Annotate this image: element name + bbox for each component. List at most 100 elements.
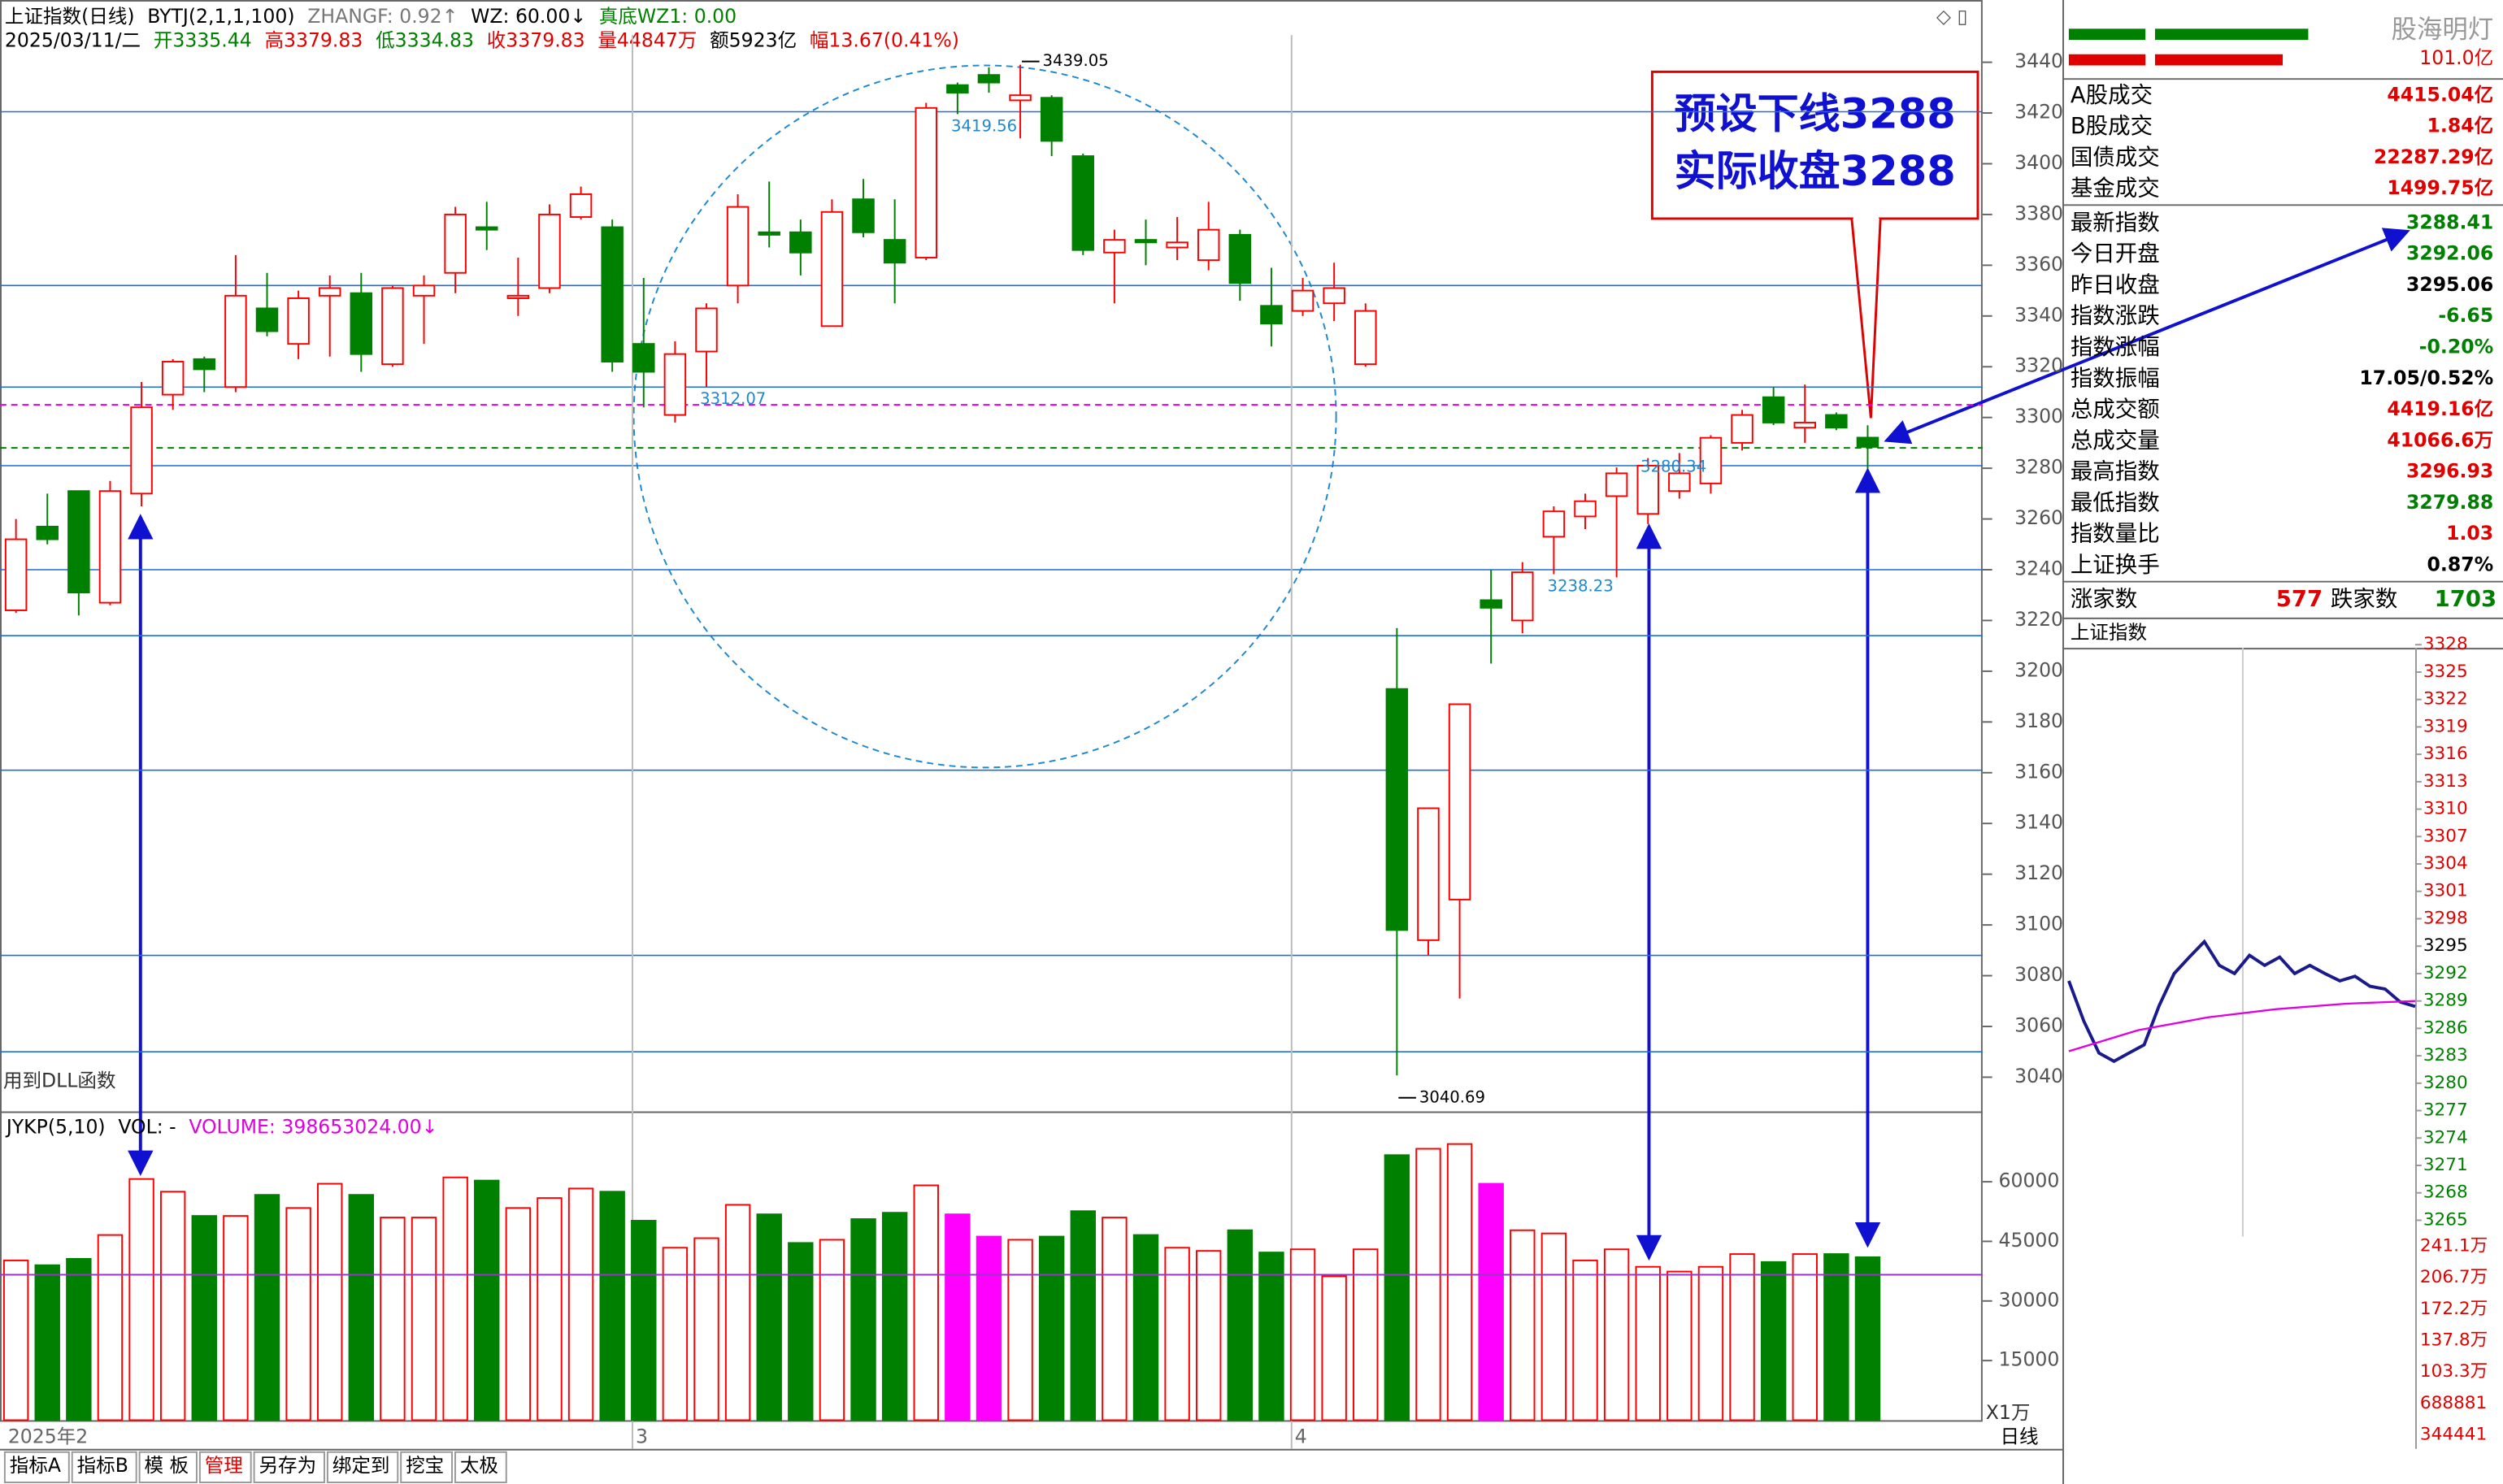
volume-bar: [1854, 1256, 1881, 1421]
breadth-label: 涨家数: [2071, 586, 2137, 612]
tab-frame[interactable]: [326, 1451, 399, 1484]
period-label[interactable]: 日线: [2000, 1425, 2038, 1448]
bar-decor: [2068, 54, 2146, 66]
mini-volume-label: 241.1万: [2420, 1235, 2488, 1256]
candle-body: [852, 198, 875, 233]
candle-body: [1385, 688, 1409, 931]
window-icon[interactable]: ◇ ▯: [1936, 5, 1968, 28]
y-tick-label: 3340: [2014, 303, 2063, 326]
volume-bar: [1132, 1234, 1159, 1421]
volume-bar: [1384, 1154, 1410, 1421]
candle-body: [538, 213, 561, 289]
candle-body: [1197, 228, 1220, 262]
volume-bar: [1258, 1252, 1284, 1421]
candle-body: [789, 231, 812, 254]
volume-bar: [1823, 1253, 1849, 1421]
volume-bar: [285, 1207, 311, 1421]
volume-bar: [1227, 1229, 1254, 1421]
row-value: 1499.75亿: [2387, 176, 2493, 199]
volume-bar: [756, 1213, 782, 1421]
mini-tick-label: 3298: [2423, 908, 2468, 928]
volume-title: VOLUME: 398653024.00↓: [189, 1116, 437, 1139]
candle-body: [1448, 703, 1471, 900]
tab[interactable]: 管理: [205, 1454, 243, 1477]
volume-bar: [1196, 1250, 1222, 1421]
v-tick-label: 30000: [1998, 1288, 2059, 1311]
candle-body: [381, 287, 404, 366]
candle-body: [1511, 571, 1534, 622]
tab[interactable]: 绑定到: [332, 1454, 390, 1477]
annotation: 3238.23: [1548, 577, 1614, 596]
mini-tick-label: 3319: [2423, 716, 2468, 736]
row-value: 3295.06: [2406, 273, 2493, 296]
annotation: 3312.07: [700, 389, 766, 408]
tab-frame[interactable]: [400, 1451, 454, 1484]
candle-body: [726, 206, 750, 287]
candle-body: [1668, 472, 1691, 492]
callout-box: [1650, 70, 1979, 220]
annotation: 3439.05: [1043, 51, 1109, 70]
volume-bar: [474, 1179, 500, 1421]
mini-tick-label: 3313: [2423, 771, 2468, 792]
dll-note: 用到DLL函数: [3, 1070, 116, 1092]
callout-text: 实际收盘3288: [1675, 148, 1956, 196]
row-label: 最新指数: [2071, 210, 2160, 236]
tab[interactable]: 模 板: [145, 1454, 189, 1477]
volume-bar: [1666, 1270, 1693, 1421]
volume-bar: [1321, 1275, 1347, 1421]
row-label: 指数量比: [2071, 521, 2160, 547]
tab-frame[interactable]: [71, 1451, 137, 1484]
candle-body: [1542, 510, 1566, 538]
candle-body: [1291, 289, 1315, 312]
tab-frame[interactable]: [198, 1451, 252, 1484]
volume-bar: [128, 1178, 154, 1421]
candle-body: [915, 106, 937, 258]
candle-body: [161, 361, 185, 396]
volume-bar: [254, 1194, 280, 1421]
candle-body: [444, 213, 467, 274]
mini-volume-label: 688881: [2420, 1393, 2487, 1413]
volume-bar: [2, 1259, 29, 1421]
volume-bar: [1289, 1248, 1316, 1421]
mini-tick-label: 3307: [2423, 826, 2468, 846]
tab[interactable]: 挖宝: [406, 1454, 444, 1477]
v-tick-label: 15000: [1998, 1348, 2059, 1371]
row-value: 1.03: [2446, 522, 2493, 545]
volume-bar: [850, 1218, 876, 1421]
mini-tick-label: 3268: [2423, 1182, 2468, 1203]
candle-body: [883, 239, 906, 264]
candle-body: [758, 231, 780, 236]
tab-frame[interactable]: [138, 1451, 198, 1484]
intraday-line: [2068, 1000, 2416, 1052]
mini-tick-label: 3322: [2423, 689, 2468, 709]
x-tick-label: 4: [1295, 1425, 1307, 1448]
highlight-circle: [632, 64, 1337, 769]
mini-tick-label: 3271: [2423, 1155, 2468, 1175]
mini-volume-label: 172.2万: [2420, 1299, 2488, 1319]
tab[interactable]: 指标A: [10, 1454, 61, 1477]
tab[interactable]: 太极: [460, 1454, 498, 1477]
tab-frame[interactable]: [3, 1451, 70, 1484]
volume-bar: [1164, 1247, 1190, 1421]
candle-body: [632, 343, 655, 373]
x-tick-label: 2025年2: [8, 1425, 88, 1448]
candle-body: [1480, 599, 1502, 609]
volume-bar: [1070, 1210, 1096, 1421]
brand: 股海明灯: [2392, 15, 2494, 44]
tab-frame[interactable]: [253, 1451, 325, 1484]
header-item: 2025/03/11/二: [5, 29, 141, 52]
row-value: 4419.16亿: [2387, 397, 2493, 420]
callout-text: 预设下线3288: [1675, 90, 1956, 138]
candle-body: [193, 358, 216, 371]
header-item: 收3379.83: [487, 29, 585, 52]
tab[interactable]: 指标B: [77, 1454, 128, 1477]
tab[interactable]: 另存为: [259, 1454, 316, 1477]
mini-tick-label: 3310: [2423, 799, 2468, 819]
y-tick-label: 3140: [2014, 811, 2063, 834]
tab-frame[interactable]: [454, 1451, 507, 1484]
annotation: 3280.34: [1640, 458, 1706, 476]
volume-bar: [1697, 1265, 1724, 1421]
volume-title: JYKP(5,10): [5, 1116, 106, 1139]
